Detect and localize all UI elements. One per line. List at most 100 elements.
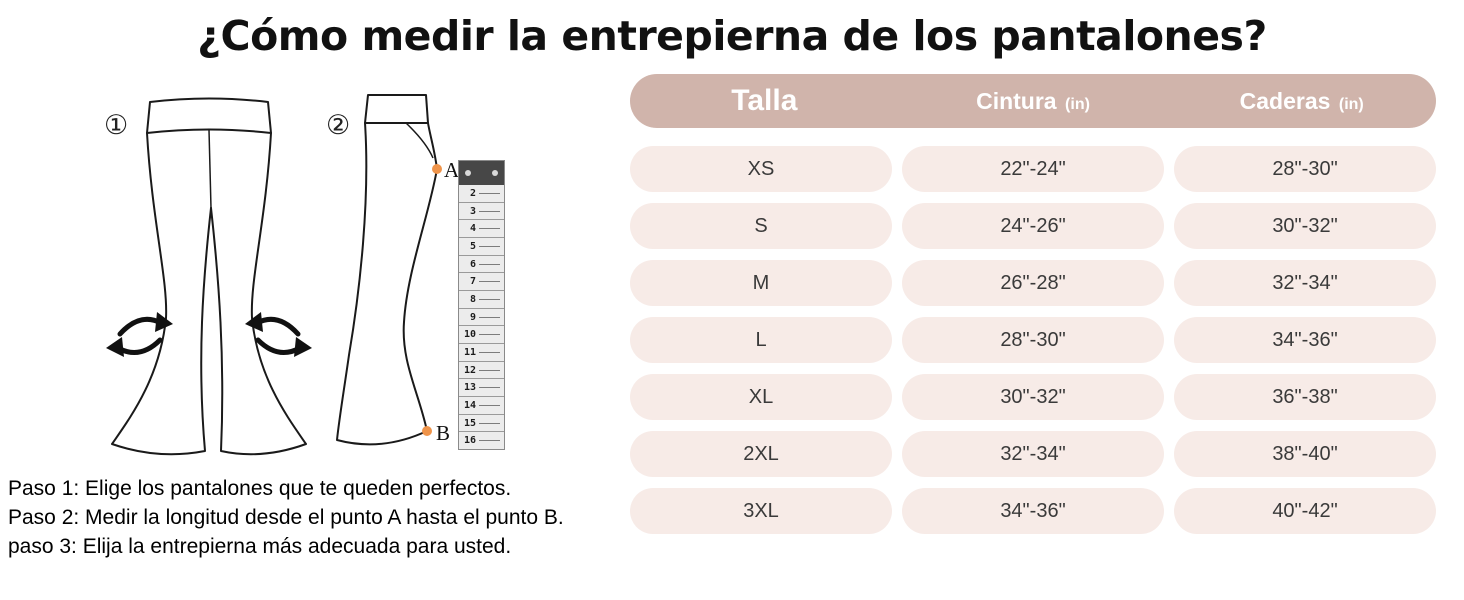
figure-2-number: ② [326, 110, 350, 140]
ruler-number: 8 [469, 293, 476, 305]
ruler-mark: 15 [459, 415, 504, 433]
point-a-dot [432, 164, 442, 174]
ruler-mark: 3 [459, 203, 504, 221]
ruler-number: 3 [469, 205, 476, 217]
header-cintura: Cintura (in) [899, 88, 1168, 115]
ruler-graphic: 2 3 4 5 6 7 8 9 10 11 12 13 14 15 16 [458, 160, 505, 450]
ruler-head [459, 161, 504, 185]
ruler-mark: 4 [459, 220, 504, 239]
ruler-number: 5 [469, 240, 476, 252]
size-cell-cintura: 32"-34" [902, 431, 1164, 477]
size-table: Talla Cintura (in) Caderas (in) XS 22"-24… [630, 74, 1436, 534]
step-2: Paso 2: Medir la longitud desde el punto… [8, 506, 564, 529]
ruler-number: 14 [463, 399, 476, 411]
size-cell-cintura: 30"-32" [902, 374, 1164, 420]
ruler-mark: 10 [459, 326, 504, 345]
page-title: ¿Cómo medir la entrepierna de los pantal… [197, 12, 1267, 60]
size-cell-caderas: 40"-42" [1174, 488, 1436, 534]
size-cell-talla: XS [630, 146, 892, 192]
header-cintura-label: Cintura [976, 87, 1057, 114]
table-row: XL 30"-32" 36"-38" [630, 374, 1436, 420]
size-cell-cintura: 24"-26" [902, 203, 1164, 249]
pants-side-figure: ② A B [326, 94, 460, 446]
step-1: Paso 1: Elige los pantalones que te qued… [8, 477, 512, 500]
point-a-label: A [444, 158, 460, 182]
size-cell-talla: 3XL [630, 488, 892, 534]
table-row: XS 22"-24" 28"-30" [630, 146, 1436, 192]
table-row: S 24"-26" 30"-32" [630, 203, 1436, 249]
ruler-number: 12 [463, 364, 476, 376]
ruler-number: 11 [463, 346, 476, 358]
header-caderas-label: Caderas [1239, 87, 1331, 114]
ruler-mark: 8 [459, 291, 504, 309]
ruler-tick [479, 422, 500, 424]
ruler-tick [479, 369, 500, 371]
measurement-diagram: ① ② [104, 94, 460, 456]
point-b-dot [422, 426, 432, 436]
ruler-mark: 11 [459, 344, 504, 362]
ruler-tick [479, 263, 500, 265]
size-cell-talla: 2XL [630, 431, 892, 477]
header-caderas: Caderas (in) [1167, 88, 1436, 115]
table-row: 2XL 32"-34" 38"-40" [630, 431, 1436, 477]
header-talla-label: Talla [731, 84, 798, 117]
ruler-tick [479, 351, 500, 353]
size-cell-cintura: 34"-36" [902, 488, 1164, 534]
ruler-number: 13 [463, 382, 476, 394]
size-cell-talla: L [630, 317, 892, 363]
ruler-mark: 16 [459, 432, 504, 449]
ruler-tick [479, 404, 500, 406]
figure-1-number: ① [104, 110, 128, 140]
ruler-tick [479, 316, 500, 318]
size-cell-cintura: 22"-24" [902, 146, 1164, 192]
ruler-number: 4 [469, 223, 476, 235]
size-cell-caderas: 38"-40" [1174, 431, 1436, 477]
pants-front-figure: ① [104, 97, 312, 456]
ruler-number: 10 [463, 329, 476, 341]
size-table-header: Talla Cintura (in) Caderas (in) [630, 74, 1436, 128]
ruler-tick [479, 281, 500, 283]
size-cell-caderas: 36"-38" [1174, 374, 1436, 420]
size-table-body: XS 22"-24" 28"-30" S 24"-26" 30"-32" M 26"-28" 3… [630, 146, 1436, 534]
ruler-number: 15 [463, 417, 476, 429]
table-row: 3XL 34"-36" 40"-42" [630, 488, 1436, 534]
size-cell-talla: M [630, 260, 892, 306]
ruler-number: 6 [469, 258, 476, 270]
size-cell-cintura: 28"-30" [902, 317, 1164, 363]
ruler-mark: 6 [459, 256, 504, 274]
ruler-scale: 2 3 4 5 6 7 8 9 10 11 12 13 14 15 16 [459, 185, 504, 449]
ruler-mark: 7 [459, 273, 504, 292]
ruler-mark: 2 [459, 185, 504, 203]
measurement-steps: Paso 1: Elige los pantalones que te qued… [8, 474, 564, 561]
ruler-tick [479, 387, 500, 389]
stretch-arrow-right-icon [245, 312, 312, 357]
size-cell-talla: XL [630, 374, 892, 420]
header-cintura-unit: (in) [1065, 95, 1090, 113]
ruler-tick [479, 440, 500, 442]
size-cell-caderas: 34"-36" [1174, 317, 1436, 363]
ruler-mark: 13 [459, 379, 504, 398]
ruler-mark: 12 [459, 362, 504, 380]
ruler-mark: 9 [459, 309, 504, 327]
stretch-arrow-left-icon [106, 312, 173, 357]
ruler-tick [479, 245, 500, 247]
point-b-label: B [436, 421, 450, 445]
size-cell-talla: S [630, 203, 892, 249]
size-cell-cintura: 26"-28" [902, 260, 1164, 306]
grommet-icon [492, 170, 498, 176]
header-caderas-unit: (in) [1338, 95, 1364, 113]
ruler-tick [479, 334, 500, 336]
ruler-tick [479, 298, 500, 300]
table-row: M 26"-28" 32"-34" [630, 260, 1436, 306]
header-talla: Talla [630, 84, 899, 118]
size-cell-caderas: 32"-34" [1174, 260, 1436, 306]
ruler-number: 16 [463, 435, 476, 447]
ruler-mark: 14 [459, 397, 504, 415]
ruler-number: 2 [469, 187, 476, 199]
ruler-mark: 5 [459, 238, 504, 256]
size-cell-caderas: 28"-30" [1174, 146, 1436, 192]
ruler-number: 7 [469, 276, 476, 288]
grommet-icon [465, 170, 471, 176]
ruler-tick [479, 210, 500, 212]
